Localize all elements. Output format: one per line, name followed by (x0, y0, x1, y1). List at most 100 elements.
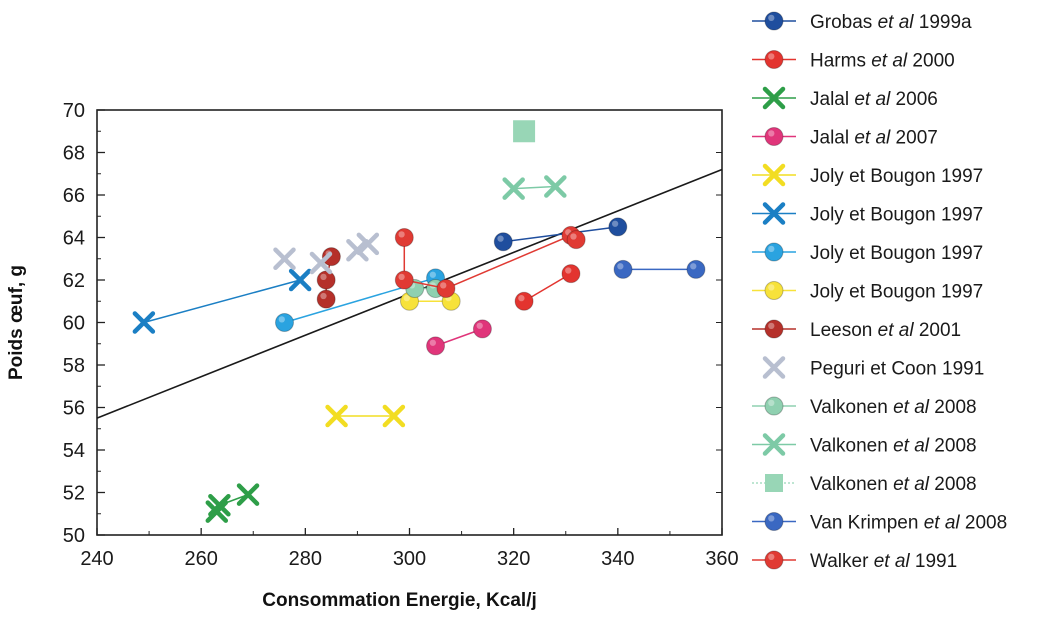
data-point (686, 259, 706, 279)
plot-area (96, 109, 723, 536)
data-point (356, 232, 380, 256)
legend-marker (765, 474, 783, 492)
legend-item: Joly et Bougon 1997 (752, 242, 983, 264)
legend-marker (764, 50, 784, 69)
legend-marker (764, 550, 784, 570)
legend-item: Peguri et Coon 1991 (762, 356, 984, 380)
data-point (544, 175, 567, 198)
legend-label: Joly et Bougon 1997 (810, 243, 983, 264)
series-line (143, 279, 301, 324)
y-tick-label: 52 (63, 483, 85, 505)
series-2 (205, 483, 260, 523)
legend-item: Van Krimpen et al 2008 (752, 512, 1007, 534)
legend-label: Van Krimpen et al 2008 (810, 513, 1007, 534)
data-point (288, 268, 312, 292)
data-point (513, 120, 536, 143)
legend-marker (764, 396, 784, 416)
x-tick-label: 300 (393, 548, 426, 570)
legend-item: Walker et al 1991 (752, 550, 957, 572)
data-point (426, 336, 446, 356)
legend-marker (764, 512, 784, 531)
legend-marker (762, 433, 786, 456)
series-0 (493, 217, 628, 252)
data-point (325, 404, 348, 428)
legend-item: Valkonen et al 2008 (752, 396, 977, 418)
legend-label: Jalal et al 2007 (810, 128, 938, 149)
series-1 (514, 264, 581, 311)
legend-item: Grobas et al 1999a (752, 11, 972, 33)
legend-label: Joly et Bougon 1997 (810, 166, 983, 187)
legend-marker (762, 163, 786, 187)
series-4 (325, 404, 406, 428)
legend-label: Valkonen et al 2008 (810, 474, 977, 495)
series-13 (613, 259, 706, 279)
legend-item: Joly et Bougon 1997 (752, 202, 983, 226)
legend-label: Jalal et al 2006 (810, 89, 938, 110)
data-point (275, 313, 294, 332)
legend-item: Joly et Bougon 1997 (752, 163, 983, 187)
series-12 (513, 120, 536, 143)
series-11 (502, 175, 567, 200)
legend-marker (762, 202, 786, 225)
legend-marker (764, 11, 784, 31)
data-point (346, 239, 369, 262)
y-axis-label: Poids œuf, g (6, 265, 27, 380)
legend-label: Valkonen et al 2008 (810, 397, 977, 418)
series-14 (394, 225, 586, 298)
legend-label: Grobas et al 1999a (810, 12, 972, 33)
legend-marker (764, 281, 784, 300)
x-tick-label: 240 (80, 548, 113, 570)
y-tick-label: 60 (63, 313, 85, 335)
data-point (493, 232, 513, 252)
legend-label: Leeson et al 2001 (810, 320, 961, 341)
y-tick-label: 56 (63, 398, 85, 420)
data-point (514, 291, 534, 311)
legend-item: Leeson et al 2001 (752, 319, 961, 341)
legend-label: Peguri et Coon 1991 (810, 359, 984, 380)
data-point (502, 177, 525, 200)
y-tick-label: 50 (63, 525, 85, 547)
legend-marker (764, 242, 784, 262)
y-tick-label: 68 (63, 143, 85, 165)
x-tick-label: 360 (705, 548, 738, 570)
data-point (566, 230, 586, 250)
x-tick-label: 260 (184, 548, 217, 570)
data-point (309, 251, 333, 275)
data-point (316, 270, 336, 290)
axis-ticks: 240 260 280 300 320 340 360 50 52 54 56 58 60 62 64 66 6… (63, 100, 739, 570)
legend-item: Harms et al 2000 (752, 50, 955, 72)
legend-label: Joly et Bougon 1997 (810, 205, 983, 226)
series-5 (132, 268, 312, 334)
legend-marker (762, 356, 786, 379)
legend-marker (762, 86, 786, 110)
legend-label: Joly et Bougon 1997 (810, 282, 983, 303)
legend-marker (764, 319, 784, 339)
y-tick-label: 54 (63, 440, 85, 462)
series-line (523, 272, 572, 302)
y-tick-label: 70 (63, 100, 85, 122)
series-layer (132, 120, 706, 523)
data-point (472, 319, 492, 339)
y-tick-label: 58 (63, 355, 85, 377)
data-point (394, 270, 414, 290)
data-point (236, 483, 260, 506)
x-tick-label: 280 (289, 548, 322, 570)
y-tick-label: 66 (63, 185, 85, 207)
data-point (132, 311, 156, 334)
legend-label: Walker et al 1991 (810, 551, 957, 572)
data-point (316, 289, 336, 309)
data-point (561, 264, 581, 284)
data-point (608, 217, 628, 237)
plot-frame (96, 109, 723, 536)
data-point (273, 247, 296, 270)
legend-item: Valkonen et al 2008 (752, 474, 977, 495)
legend-item: Joly et Bougon 1997 (752, 281, 983, 303)
series-line (503, 226, 618, 243)
data-point (382, 404, 406, 428)
legend: Grobas et al 1999a Harms et al 2000 Jalal … (752, 11, 1007, 572)
data-point (436, 279, 456, 298)
data-point (613, 259, 633, 279)
x-tick-label: 320 (497, 548, 530, 570)
data-point (394, 228, 414, 247)
